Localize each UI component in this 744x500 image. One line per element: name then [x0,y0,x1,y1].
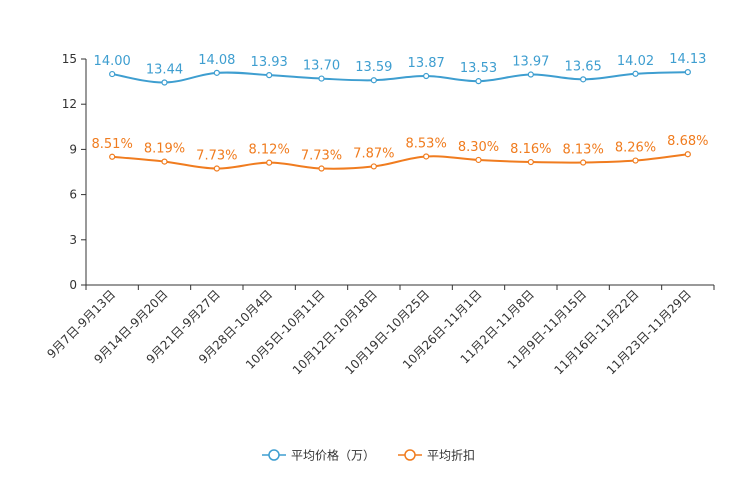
data-point [684,151,691,158]
data-point [318,165,325,172]
data-point [580,76,587,83]
data-point [632,70,639,77]
data-label: 13.87 [408,56,445,71]
y-tick-label: 15 [62,52,77,66]
data-label: 7.87% [353,146,394,161]
data-point [109,153,116,160]
data-label: 13.44 [146,63,183,78]
data-point [161,79,168,86]
y-tick-label: 12 [62,97,77,111]
data-label: 14.08 [198,53,235,68]
data-label: 13.70 [303,59,340,74]
data-point [266,159,273,166]
data-point [527,158,534,166]
y-tick-label: 6 [69,188,77,202]
data-point [475,156,482,164]
data-point [370,163,377,170]
legend-marker-icon [404,449,416,461]
legend-item-discount[interactable]: 平均折扣 [398,448,475,463]
series-1: 14.00 13.44 14.08 13.93 13.70 13.59 13.87 13.53… [94,52,706,86]
data-label: 8.19% [144,142,185,157]
data-point [475,78,482,85]
data-point [213,165,220,172]
legend[interactable]: 平均价格（万） 平均折扣 [262,448,475,463]
data-point [684,69,691,76]
data-point [213,69,220,76]
data-point [580,159,587,166]
data-label: 8.68% [667,134,708,149]
legend-item-price[interactable]: 平均价格（万） [262,448,375,463]
data-label: 8.30% [458,140,499,155]
series-line [112,71,688,84]
data-point [109,70,116,78]
data-label: 7.73% [196,149,237,164]
data-label: 13.65 [565,59,602,74]
data-point [632,157,639,164]
data-label: 13.97 [512,55,549,70]
data-label: 8.51% [92,137,133,152]
data-label: 14.13 [669,52,706,67]
data-point [423,153,430,160]
data-label: 8.53% [406,136,447,151]
data-label: 13.93 [251,55,288,70]
data-label: 8.26% [615,141,656,156]
data-point [527,71,534,78]
data-label: 8.12% [249,143,290,158]
data-point [266,72,273,79]
y-tick-label: 9 [69,142,77,156]
legend-label: 平均价格（万） [291,448,375,463]
data-label: 7.73% [301,149,342,164]
y-tick-label: 3 [69,233,77,247]
legend-label: 平均折扣 [427,448,475,463]
y-tick-label: 0 [69,278,77,292]
data-label: 8.13% [563,143,604,158]
data-label: 13.53 [460,61,497,76]
data-point [370,77,377,84]
data-point [161,158,168,165]
legend-marker-icon [268,449,280,461]
data-label: 14.02 [617,54,654,69]
series-line [112,153,688,170]
data-label: 8.16% [510,142,551,157]
series-2: 8.51% 8.19% 7.73% 8.12% 7.73% 7.87% 8.53% 8.30%… [92,134,708,172]
data-label: 13.59 [355,60,392,75]
data-point [318,75,325,82]
series-layer: 14.00 13.44 14.08 13.93 13.70 13.59 13.87 13.53… [92,52,708,172]
axes: 036912159月7日-9月13日9月14日-9月20日9月21日-9月27日… [44,52,715,377]
data-point [423,72,430,80]
data-label: 14.00 [94,54,131,69]
